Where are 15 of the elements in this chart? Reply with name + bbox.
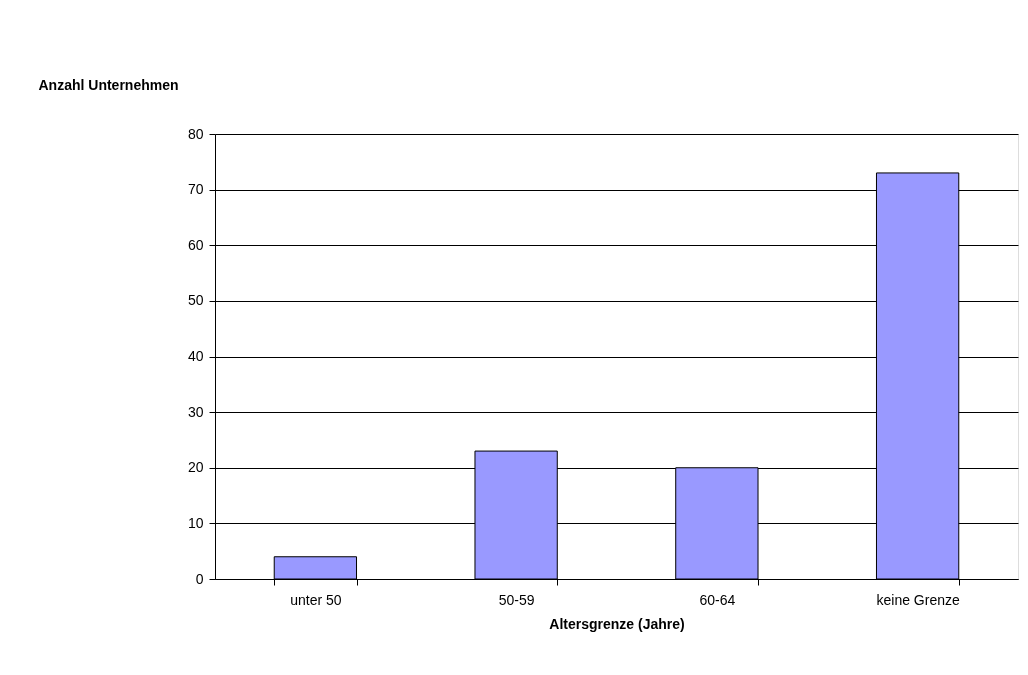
y-tick-label: 80: [187, 125, 204, 142]
x-axis-title: Altersgrenze (Jahre): [549, 615, 685, 632]
x-tick-label: 50-59: [498, 591, 535, 608]
y-tick-label: 30: [187, 403, 204, 420]
y-tick-label: 50: [187, 292, 204, 309]
x-tick-label: keine Grenze: [876, 591, 960, 608]
y-tick-label: 0: [195, 570, 204, 587]
x-tick-label: unter 50: [290, 591, 342, 608]
y-tick-label: 20: [187, 459, 204, 476]
y-tick-label: 70: [187, 181, 204, 198]
y-tick-label: 40: [187, 348, 204, 364]
y-axis-title: Anzahl Unternehmen: [38, 76, 179, 93]
y-tick-label: 10: [187, 514, 204, 531]
x-tick-label: 60-64: [699, 591, 736, 608]
y-tick-label: 60: [187, 236, 204, 253]
